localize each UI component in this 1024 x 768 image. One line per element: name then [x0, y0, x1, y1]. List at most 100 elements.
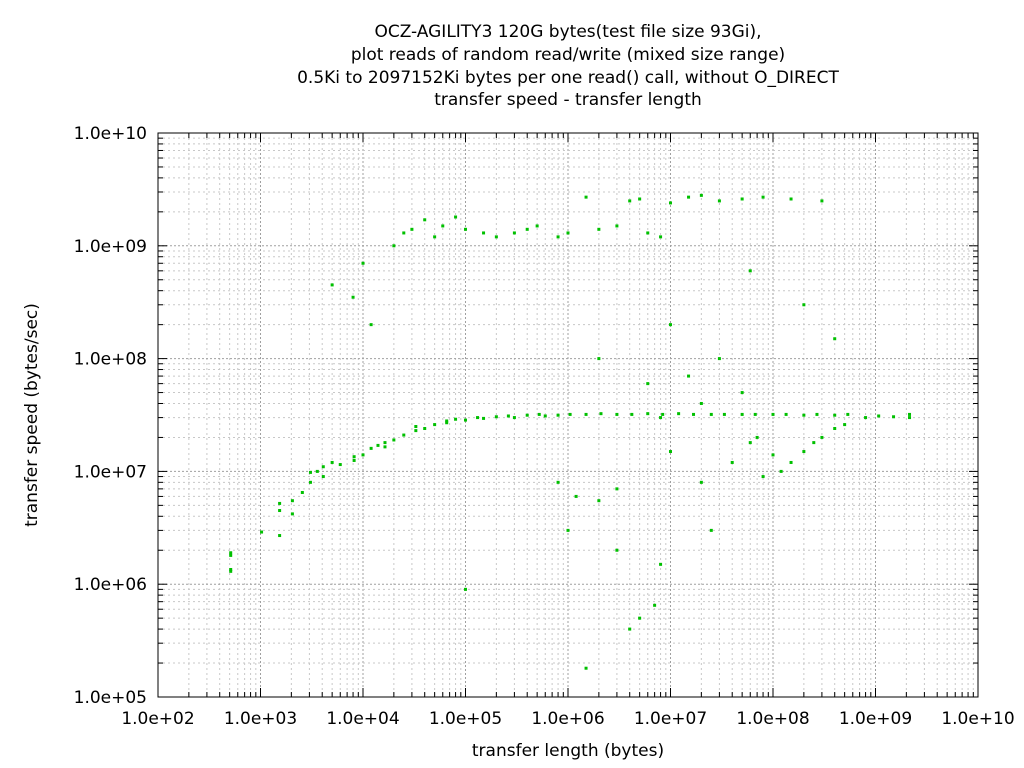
data-point	[908, 412, 912, 416]
y-tick-label: 1.0e+05	[74, 688, 147, 708]
y-tick-label: 1.0e+07	[74, 462, 147, 482]
data-point	[740, 197, 744, 201]
title-line-3: 0.5Ki to 2097152Ki bytes per one read() …	[297, 68, 839, 88]
data-point	[892, 415, 896, 419]
data-point	[646, 382, 650, 386]
x-tick-label: 1.0e+06	[531, 709, 604, 729]
data-point	[812, 441, 816, 445]
data-point	[659, 562, 663, 566]
grid	[158, 133, 978, 697]
data-point	[454, 215, 458, 219]
x-tick-label: 1.0e+10	[941, 709, 1014, 729]
data-points	[229, 193, 912, 670]
data-point	[699, 193, 703, 197]
data-point	[376, 443, 380, 447]
data-point	[646, 231, 650, 235]
data-point	[464, 418, 467, 422]
data-point	[308, 480, 312, 484]
y-tick-labels: 1.0e+05 1.0e+06 1.0e+07 1.0e+08 1.0e+09 1.0e+…	[74, 124, 147, 708]
data-point	[771, 412, 775, 416]
data-point	[687, 374, 691, 378]
data-point	[615, 412, 619, 416]
data-point	[599, 412, 603, 416]
data-point	[802, 450, 806, 454]
data-point	[445, 421, 449, 425]
x-tick-label: 1.0e+07	[634, 709, 707, 729]
data-point	[423, 427, 427, 431]
data-point	[669, 201, 672, 205]
data-point	[352, 455, 356, 459]
y-tick-label: 1.0e+10	[74, 124, 147, 144]
data-point	[494, 415, 498, 419]
data-point	[525, 413, 529, 417]
x-tick-label: 1.0e+05	[429, 709, 502, 729]
data-point	[646, 412, 650, 416]
data-point	[677, 412, 681, 416]
data-point	[597, 227, 601, 231]
data-point	[584, 195, 588, 199]
data-point	[802, 413, 806, 417]
data-point	[699, 401, 703, 405]
data-point	[784, 412, 788, 416]
data-point	[537, 412, 541, 416]
data-point	[351, 295, 355, 299]
data-point	[321, 465, 325, 469]
data-point	[383, 445, 387, 449]
data-point	[722, 412, 726, 416]
data-point	[506, 414, 510, 418]
data-point	[535, 224, 539, 228]
y-tick-label: 1.0e+09	[74, 237, 147, 257]
data-point	[597, 357, 601, 361]
data-point	[445, 419, 449, 423]
data-point	[278, 534, 282, 538]
x-axis-label: transfer length (bytes)	[472, 741, 664, 761]
title-line-1: OCZ-AGILITY3 120G bytes(test file size 9…	[374, 22, 761, 42]
data-point	[402, 433, 406, 437]
data-point	[290, 512, 294, 516]
data-point	[669, 323, 672, 327]
data-point	[392, 438, 396, 442]
data-point	[300, 491, 304, 494]
data-point	[574, 494, 578, 498]
data-point	[433, 235, 437, 239]
data-point	[338, 463, 342, 467]
title-line-2: plot reads of random read/write (mixed s…	[351, 45, 785, 65]
data-point	[369, 323, 373, 327]
data-point	[482, 416, 486, 420]
data-point	[278, 509, 282, 513]
data-point	[761, 195, 765, 199]
data-point	[843, 423, 847, 427]
data-point	[414, 425, 418, 429]
data-point	[543, 414, 547, 418]
data-point	[755, 435, 759, 439]
data-point	[566, 231, 570, 235]
data-point	[330, 460, 334, 464]
chart-title: OCZ-AGILITY3 120G bytes(test file size 9…	[297, 22, 839, 110]
data-point	[846, 412, 850, 416]
axis-ticks	[157, 132, 979, 698]
data-point	[748, 269, 752, 273]
data-point	[308, 470, 312, 474]
data-point	[383, 441, 387, 445]
data-point	[709, 528, 713, 532]
x-tick-label: 1.0e+03	[224, 709, 297, 729]
data-point	[833, 427, 837, 431]
data-point	[740, 391, 744, 395]
data-point	[229, 553, 233, 557]
x-tick-labels: 1.0e+02 1.0e+03 1.0e+04 1.0e+05 1.0e+06 1.0e+…	[121, 709, 1014, 729]
data-point	[464, 227, 467, 231]
data-point	[815, 412, 819, 416]
data-point	[659, 235, 663, 239]
data-point	[260, 530, 264, 534]
data-point	[661, 412, 665, 416]
x-tick-label: 1.0e+02	[121, 709, 194, 729]
data-point	[653, 603, 657, 607]
data-point	[512, 416, 516, 420]
data-point	[877, 414, 881, 418]
data-point	[410, 227, 414, 231]
data-point	[638, 616, 642, 620]
data-point	[771, 453, 775, 457]
x-tick-label: 1.0e+09	[839, 709, 912, 729]
y-tick-label: 1.0e+08	[74, 350, 147, 370]
